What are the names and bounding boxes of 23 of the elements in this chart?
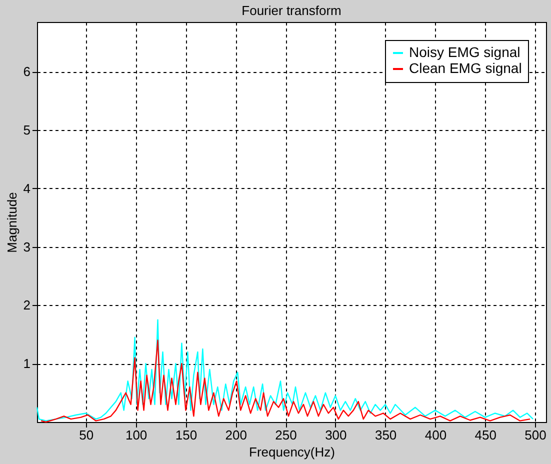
x-tick-label: 250 — [275, 428, 297, 442]
x-tick-label: 100 — [125, 428, 148, 442]
y-tick-label: 1 — [23, 356, 30, 372]
line-series — [40, 340, 531, 423]
x-tick-label: 400 — [424, 428, 447, 442]
x-tick-label: 450 — [474, 428, 496, 442]
legend-label: Clean EMG signal — [409, 60, 522, 76]
line-series — [36, 319, 534, 422]
x-tick-label: 350 — [374, 428, 397, 442]
y-tick-label: 5 — [23, 122, 30, 138]
x-tick-label: 150 — [175, 428, 198, 442]
y-tick-label: 4 — [23, 180, 30, 196]
y-tick-label: 3 — [23, 239, 30, 254]
legend-label: Noisy EMG signal — [409, 44, 520, 60]
y-axis-title: Magnitude — [4, 192, 20, 253]
x-tick-label: 200 — [225, 428, 247, 442]
y-tick-label: 2 — [23, 298, 30, 313]
y-tick-label: 6 — [23, 64, 30, 80]
chart-title: Fourier transform — [242, 3, 342, 18]
x-tick-label: 50 — [79, 428, 94, 442]
x-tick-label: 300 — [325, 428, 347, 442]
x-tick-label: 500 — [524, 428, 546, 442]
x-axis-title: Frequency(Hz) — [249, 444, 335, 460]
